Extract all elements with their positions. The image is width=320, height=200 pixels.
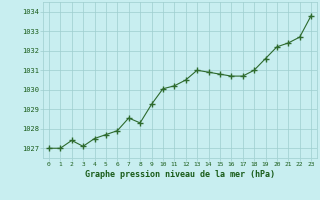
X-axis label: Graphe pression niveau de la mer (hPa): Graphe pression niveau de la mer (hPa) [85,170,275,179]
